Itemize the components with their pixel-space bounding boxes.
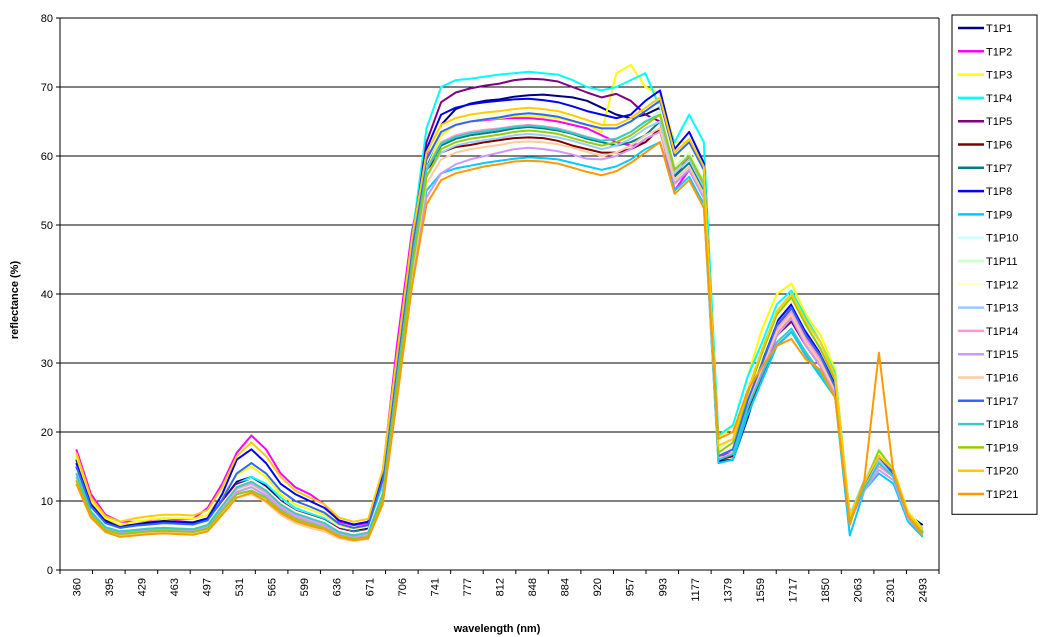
- legend-label: T1P18: [986, 419, 1018, 431]
- x-tick-label: 1177: [690, 578, 702, 602]
- x-tick-label: 671: [364, 578, 376, 596]
- y-tick-label: 50: [41, 220, 53, 232]
- x-tick-label: 884: [560, 578, 572, 596]
- x-tick-label: 993: [657, 578, 669, 596]
- y-tick-label: 10: [41, 496, 53, 508]
- x-tick-label: 957: [625, 578, 637, 596]
- y-tick-label: 40: [41, 289, 53, 301]
- y-tick-label: 0: [47, 565, 53, 577]
- legend-label: T1P21: [986, 489, 1018, 501]
- x-tick-label: 2493: [918, 578, 930, 602]
- x-tick-label: 395: [104, 578, 116, 596]
- x-tick-label: 848: [527, 578, 539, 596]
- y-tick-label: 30: [41, 358, 53, 370]
- y-axis-title: reflectance (%): [9, 261, 21, 340]
- x-tick-label: 1850: [820, 578, 832, 602]
- y-tick-label: 60: [41, 151, 53, 163]
- x-tick-label: 636: [332, 578, 344, 596]
- legend-label: T1P8: [986, 186, 1012, 198]
- series-line-t1p21: [75, 141, 924, 542]
- x-tick-label: 920: [592, 578, 604, 596]
- x-tick-label: 1717: [788, 578, 800, 602]
- legend-label: T1P11: [986, 256, 1018, 268]
- legend-label: T1P4: [986, 93, 1012, 105]
- legend-label: T1P17: [986, 396, 1018, 408]
- x-tick-label: 741: [429, 578, 441, 596]
- x-tick-label: 497: [202, 578, 214, 596]
- legend-label: T1P6: [986, 140, 1012, 152]
- legend-label: T1P19: [986, 442, 1018, 454]
- y-tick-label: 70: [41, 82, 53, 94]
- x-tick-label: 1559: [755, 578, 767, 602]
- series-line-t1p19: [75, 113, 924, 540]
- x-tick-label: 360: [71, 578, 83, 596]
- legend-label: T1P12: [986, 279, 1018, 291]
- legend: T1P1 T1P2 T1P3 T1P4 T1P5 T1P6 T1P7 T1P8 T1P9 T1P1…: [951, 14, 1038, 515]
- legend-label: T1P7: [986, 163, 1012, 175]
- x-tick-label: 2063: [853, 578, 865, 602]
- legend-label: T1P14: [986, 326, 1018, 338]
- x-tick-label: 777: [462, 578, 474, 596]
- legend-label: T1P10: [986, 233, 1018, 245]
- x-tick-label: 429: [136, 578, 148, 596]
- legend-label: T1P15: [986, 349, 1018, 361]
- legend-label: T1P16: [986, 373, 1018, 385]
- x-tick-label: 599: [299, 578, 311, 596]
- legend-label: T1P3: [986, 70, 1012, 82]
- series-line-t1p18: [75, 113, 924, 537]
- x-tick-label: 463: [169, 578, 181, 596]
- axes: 0 10 20 30 40 50 60 70 80 360 395 429 463 497 531 565 59…: [41, 13, 940, 602]
- legend-label: T1P1: [986, 23, 1012, 35]
- x-tick-label: 531: [234, 578, 246, 596]
- legend-label: T1P20: [986, 466, 1018, 478]
- legend-label: T1P13: [986, 303, 1018, 315]
- legend-label: T1P9: [986, 209, 1012, 221]
- series-line-t1p17: [75, 99, 924, 533]
- series-lines: [75, 63, 924, 542]
- legend-label: T1P5: [986, 116, 1012, 128]
- x-tick-label: 2301: [885, 578, 897, 602]
- series-line-t1p20: [75, 96, 924, 531]
- x-tick-label: 706: [397, 578, 409, 596]
- x-tick-label: 812: [495, 578, 507, 596]
- legend-label: T1P2: [986, 46, 1012, 58]
- x-tick-label: 565: [267, 578, 279, 596]
- y-tick-label: 20: [41, 427, 53, 439]
- y-tick-label: 80: [41, 13, 53, 25]
- series-line-t1p12: [75, 103, 924, 535]
- x-tick-label: 1379: [722, 578, 734, 602]
- x-axis-title: wavelength (nm): [453, 623, 541, 635]
- series-line-t1p8: [75, 89, 924, 531]
